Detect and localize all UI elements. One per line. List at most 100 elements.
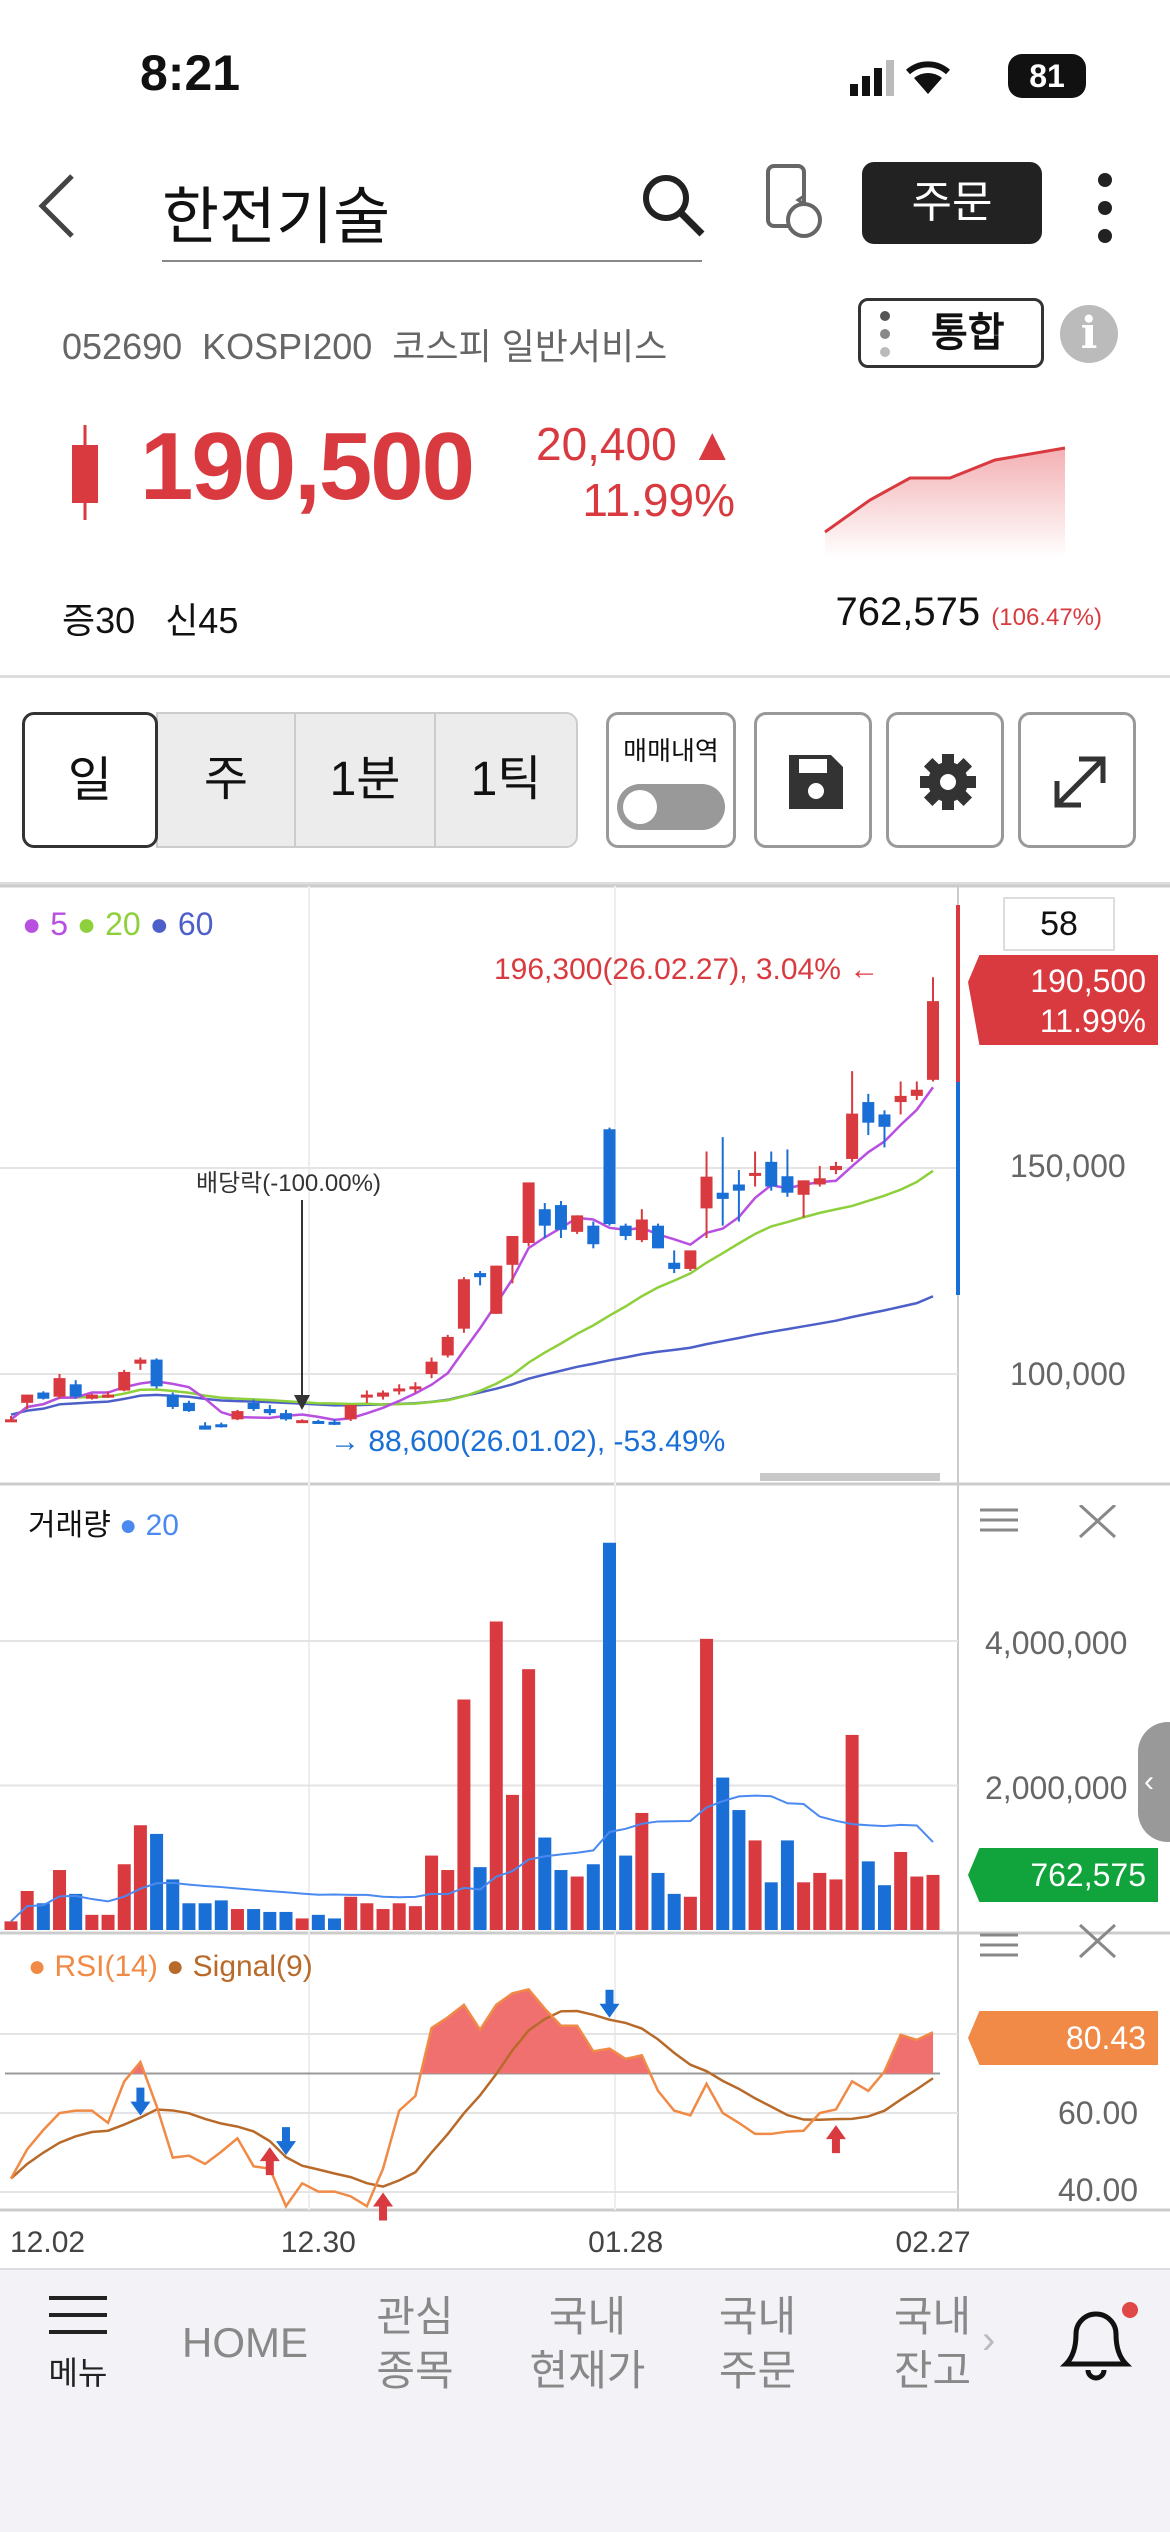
candle-body (603, 1129, 616, 1225)
ma20-line (10, 1169, 934, 1421)
nav-domestic-order[interactable]: 국내 주문 (718, 2293, 797, 2394)
current-price-tag: 190,500 11.99% (968, 955, 1158, 1045)
candle-body (441, 1336, 454, 1356)
nav-menu[interactable]: 메뉴 (30, 2290, 126, 2393)
sell-signal-arrow-icon (275, 2127, 296, 2156)
volume-tick-2m: 2,000,000 (985, 1770, 1128, 1806)
rsi-close-icon (1078, 1923, 1117, 1959)
volume-bar (101, 1914, 115, 1930)
volume-bar (425, 1855, 439, 1930)
chart-scrollbar[interactable] (760, 1473, 940, 1481)
candle-body (118, 1371, 131, 1391)
sell-signal-arrow-icon (130, 2087, 151, 2116)
toggle-switch[interactable] (617, 784, 725, 830)
candle-body (457, 1279, 470, 1329)
volume-tick-4m: 4,000,000 (985, 1625, 1128, 1661)
volume-bar (683, 1896, 697, 1930)
candle-body (765, 1161, 778, 1187)
candle-body (813, 1178, 826, 1185)
volume-bar (505, 1794, 519, 1930)
nav-domestic-balance[interactable]: 국내 잔고 (893, 2293, 972, 2394)
volume-menu-icon (980, 1508, 1018, 1532)
search-icon[interactable] (638, 170, 708, 240)
battery-indicator: 81 (1008, 54, 1086, 98)
candle-body (5, 1419, 17, 1423)
buy-signal-arrow-icon (259, 2147, 280, 2176)
volume-bar (166, 1879, 180, 1930)
volume-bar (780, 1840, 794, 1930)
volume-bar (182, 1903, 196, 1930)
volume-bar (489, 1621, 503, 1930)
volume-bar (877, 1885, 891, 1930)
stock-title[interactable]: 한전기술 (162, 160, 702, 262)
side-panel-handle[interactable]: ‹ (1138, 1722, 1170, 1842)
save-icon (789, 755, 843, 809)
x-tick-label: 02.27 (895, 2226, 970, 2259)
volume-bar (392, 1903, 406, 1930)
tab-day[interactable]: 일 (22, 712, 158, 848)
tab-1min[interactable]: 1분 (294, 712, 436, 848)
menu-icon (49, 2296, 107, 2334)
x-tick-label: 12.30 (281, 2226, 356, 2259)
volume-bar (360, 1903, 374, 1930)
tab-1tick[interactable]: 1틱 (434, 712, 578, 848)
candle-body (554, 1205, 567, 1230)
candle-body (150, 1359, 163, 1387)
candle-body (247, 1402, 260, 1410)
save-button[interactable] (754, 712, 872, 848)
sell-signal-arrow-icon (599, 1989, 620, 2018)
volume-bar (53, 1870, 67, 1930)
volume-tag: 762,575 (968, 1848, 1158, 1902)
rotate-phone-icon[interactable] (762, 162, 828, 244)
price-tick-100000: 100,000 (1010, 1356, 1126, 1392)
nav-domestic-price[interactable]: 국내 현재가 (529, 2293, 646, 2394)
candle-body (668, 1262, 681, 1269)
volume-bar (748, 1840, 762, 1930)
stock-meta: 052690 KOSPI200 코스피 일반서비스 (62, 318, 667, 370)
candle-body (829, 1165, 842, 1171)
volume-bar (279, 1911, 293, 1930)
candle-body (377, 1392, 390, 1397)
volume-bar (538, 1837, 552, 1930)
stock-chart[interactable]: 12.02 12.30 01.28 02.27 (0, 0, 1170, 2270)
volume-bar (263, 1911, 277, 1930)
nav-home[interactable]: HOME (182, 2319, 308, 2366)
candle-body (894, 1095, 907, 1103)
stock-market: 코스피 일반서비스 (392, 326, 668, 367)
rsi-signal-line (10, 2009, 934, 2188)
volume-bar (408, 1906, 422, 1930)
buy-signal-arrow-icon (825, 2125, 846, 2154)
volume-bar (198, 1903, 212, 1930)
volume-bar (861, 1861, 875, 1930)
more-icon[interactable] (1090, 170, 1120, 250)
candle-body (587, 1225, 600, 1245)
order-button[interactable]: 주문 (862, 162, 1042, 244)
candle-body (393, 1388, 406, 1392)
candle-body (37, 1392, 50, 1399)
market-mode-button[interactable]: 통합 (858, 298, 1044, 368)
candle-body (635, 1219, 648, 1241)
ma5-legend: ● 5 (22, 906, 69, 942)
candle-body (490, 1265, 503, 1314)
trade-history-toggle[interactable]: 매매내역 (606, 712, 736, 848)
tab-week[interactable]: 주 (156, 712, 296, 848)
up-arrow-icon: ▲ (689, 418, 735, 470)
back-icon[interactable] (30, 170, 80, 240)
candle-body (878, 1114, 891, 1127)
nav-scroll-chevron[interactable]: › (982, 2318, 996, 2362)
credit-rate: 신45 (165, 600, 239, 641)
bell-icon[interactable] (1050, 2298, 1140, 2388)
candle-count[interactable]: 58 (1003, 897, 1115, 951)
trade-volume: 762,575 (106.47%) (836, 590, 1102, 635)
nav-watchlist[interactable]: 관심 종목 (376, 2293, 454, 2394)
candle-body (344, 1404, 357, 1420)
candle-body (652, 1225, 665, 1249)
bottom-nav (0, 2268, 1170, 2532)
volume-bar (910, 1876, 924, 1930)
candle-body (862, 1102, 875, 1123)
fullscreen-button[interactable] (1018, 712, 1136, 848)
info-icon[interactable]: i (1060, 305, 1118, 363)
settings-button[interactable] (886, 712, 1004, 848)
volume-bar (4, 1921, 18, 1930)
candle-body (716, 1192, 729, 1199)
